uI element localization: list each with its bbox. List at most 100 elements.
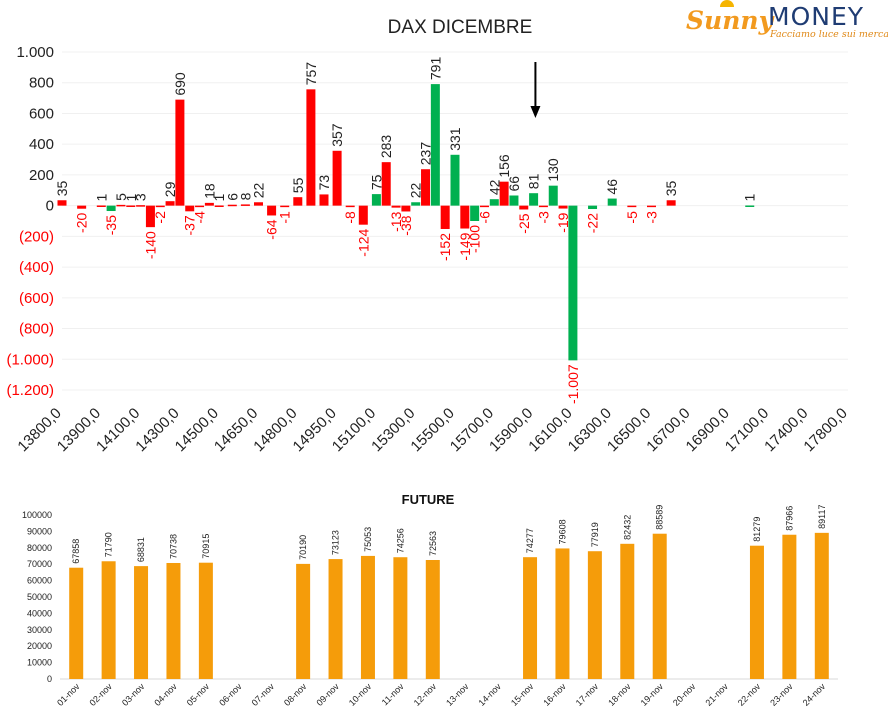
y-tick-label: 30000	[27, 625, 52, 635]
sun-icon	[720, 0, 734, 7]
x-tick-label: 06-nov	[217, 681, 244, 708]
y-tick-label: 600	[29, 105, 54, 122]
data-label: 89117	[817, 504, 827, 528]
data-label: 791	[427, 57, 443, 81]
x-tick-label: 17-nov	[574, 681, 601, 708]
data-label: 283	[378, 135, 394, 159]
data-label: 1	[93, 193, 109, 201]
bar	[101, 561, 116, 679]
y-tick-label: 800	[29, 75, 54, 92]
data-label: -2	[152, 211, 168, 224]
y-tick-label: 50000	[27, 592, 52, 602]
data-label: 357	[329, 123, 345, 147]
data-label: 73123	[331, 530, 341, 555]
bar	[745, 205, 755, 207]
bar	[332, 150, 342, 206]
x-tick-label: 13-nov	[444, 681, 471, 708]
data-label: 156	[496, 154, 512, 178]
bar	[214, 205, 224, 207]
future-chart: FUTURE 0 10000 20000 30000 40000 50000 60000 70…	[22, 492, 838, 708]
bar	[198, 562, 213, 679]
y-tick-label: (1.000)	[6, 351, 54, 368]
y-tick-label: 70000	[27, 559, 52, 569]
x-tick-label: 23-nov	[768, 681, 795, 708]
data-label: 70738	[168, 534, 178, 559]
bar	[450, 154, 460, 206]
data-label: 3	[133, 193, 149, 201]
data-label: 66	[506, 176, 522, 192]
data-label: 75	[368, 174, 384, 190]
x-tick-label: 07-nov	[250, 681, 277, 708]
x-tick-label: 18-nov	[606, 681, 633, 708]
x-tick-label: 14-nov	[477, 681, 504, 708]
data-label: -149	[457, 232, 473, 260]
data-label: 130	[545, 158, 561, 182]
bar	[280, 205, 290, 208]
bar	[548, 185, 558, 206]
data-label: 237	[418, 142, 434, 166]
x-tick-label: 10-nov	[347, 681, 374, 708]
bar	[328, 559, 343, 679]
data-label: 74256	[395, 528, 405, 553]
bar	[296, 563, 311, 679]
y-tick-label: (1.200)	[6, 382, 54, 399]
data-label: -3	[644, 211, 660, 224]
data-label: -37	[182, 215, 198, 235]
y-tick-label: 80000	[27, 543, 52, 553]
y-tick-label: 10000	[27, 658, 52, 668]
data-label: -25	[516, 213, 532, 233]
logo-brand-right: MONEY	[768, 2, 865, 31]
bar	[175, 99, 185, 206]
bar	[620, 543, 635, 679]
bar	[607, 198, 617, 206]
bar	[360, 555, 375, 679]
x-tick-label: 05-nov	[185, 681, 212, 708]
sunny-money-logo: Sunny MONEY Facciamo luce sui mercati	[684, 0, 888, 42]
data-label: 42	[486, 179, 502, 195]
bar	[519, 205, 529, 210]
data-label: 72563	[428, 531, 438, 556]
y-tick-label: (600)	[19, 290, 54, 307]
bar	[319, 194, 329, 206]
data-label: -64	[264, 219, 280, 239]
x-tick-label: 21-nov	[703, 681, 730, 708]
bar	[381, 162, 391, 206]
x-tick-label: 04-nov	[152, 681, 179, 708]
bar	[155, 205, 165, 208]
bar	[204, 202, 214, 206]
data-label: 35	[54, 180, 70, 196]
data-label: 71790	[104, 532, 114, 557]
data-label: -5	[624, 211, 640, 224]
x-tick-label: 15-nov	[509, 681, 536, 708]
data-label: 5	[113, 193, 129, 201]
bar	[749, 545, 764, 679]
x-tick-label: 11-nov	[380, 681, 406, 707]
bar	[227, 204, 237, 207]
data-label: -38	[398, 215, 414, 235]
data-label: -22	[585, 213, 601, 233]
data-label: 81279	[752, 517, 762, 542]
bar	[293, 197, 303, 206]
data-label: 18	[201, 183, 217, 199]
y-tick-label: (400)	[19, 259, 54, 276]
y-tick-label: 40000	[27, 608, 52, 618]
y-tick-label: 200	[29, 167, 54, 184]
bar	[371, 194, 381, 206]
x-tick-label: 03-nov	[120, 681, 147, 708]
data-label: 88589	[655, 505, 665, 530]
bar	[587, 551, 602, 679]
data-label: -19	[555, 212, 571, 232]
data-label: -140	[142, 231, 158, 259]
bar	[529, 193, 539, 206]
data-label: 757	[303, 62, 319, 86]
data-label: 82432	[622, 515, 632, 540]
down-arrow-icon	[530, 62, 541, 118]
data-label: 331	[447, 127, 463, 151]
bar	[358, 205, 368, 225]
data-label: 81	[526, 173, 542, 189]
data-label: 67858	[71, 539, 81, 564]
data-label: -4	[192, 211, 208, 224]
bar	[814, 532, 829, 679]
x-tick-label: 02-nov	[88, 681, 115, 708]
bar	[411, 202, 421, 206]
